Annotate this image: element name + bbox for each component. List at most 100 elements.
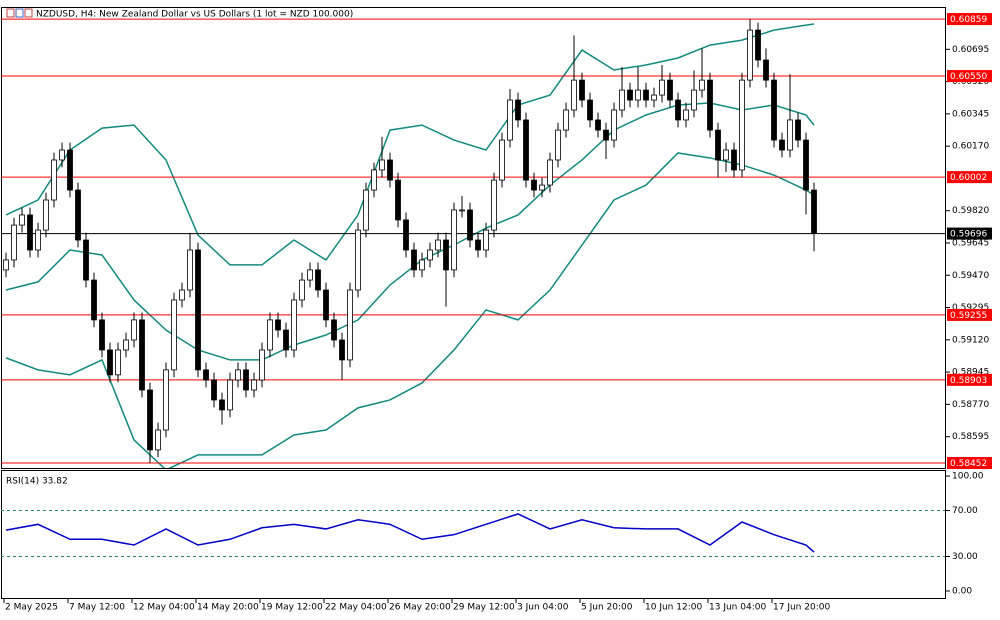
candle-body [347, 289, 353, 361]
y-tick-label: 0.00 [952, 586, 972, 596]
candle-body [99, 319, 105, 351]
candle-body [707, 79, 713, 131]
x-tick-label: 13 Jun 04:00 [709, 603, 766, 613]
candle-body [371, 169, 377, 191]
candle-body [75, 189, 81, 241]
candle-body [635, 89, 641, 101]
candle-body [259, 349, 265, 381]
candle-body [611, 109, 617, 141]
level-label-box [947, 373, 992, 386]
candle-body [243, 369, 249, 391]
candle-body [195, 249, 201, 371]
candle-body [403, 219, 409, 251]
candle-body [803, 139, 809, 191]
y-tick-label: 0.59820 [952, 206, 989, 216]
candle-body [219, 399, 225, 411]
candle-body [435, 239, 441, 251]
candle-body [515, 99, 521, 121]
candle-body [275, 319, 281, 331]
level-label: 0.60002 [950, 173, 987, 183]
candle-body [419, 259, 425, 271]
candle-body [427, 249, 433, 261]
main-panel-frame [1, 7, 946, 469]
level-label-box [947, 457, 992, 470]
rsi-line [5, 513, 815, 553]
candle-body [107, 349, 113, 376]
candle-body [387, 159, 393, 181]
candle-body [779, 139, 785, 151]
level-label: 0.58903 [950, 376, 987, 386]
candle-body [411, 249, 417, 271]
candle-body [43, 199, 49, 231]
candle-body [155, 429, 161, 451]
candle-body [491, 179, 497, 231]
candle-body [51, 159, 57, 201]
candle-body [739, 79, 745, 171]
chart-title: NZDUSD, H4: New Zealand Dollar vs US Dol… [36, 10, 353, 20]
candle-body [787, 119, 793, 151]
level-label: 0.60859 [950, 15, 987, 25]
y-tick-label: 0.58945 [952, 368, 989, 378]
candle-body [587, 99, 593, 121]
level-label-box [947, 13, 992, 26]
x-tick-label: 19 May 12:00 [261, 603, 323, 613]
candle-body [67, 149, 73, 191]
candle-body [499, 139, 505, 181]
y-tick-label: 30.00 [952, 552, 978, 562]
current-price-box [947, 227, 992, 240]
x-tick-label: 14 May 20:00 [197, 603, 259, 613]
candle-body [699, 79, 705, 91]
candle-body [643, 89, 649, 101]
x-tick-label: 17 Jun 20:00 [773, 603, 830, 613]
candle-body [523, 119, 529, 181]
candle-body [395, 179, 401, 221]
candle-body [131, 319, 137, 341]
x-tick-label: 3 Jun 04:00 [517, 603, 569, 613]
x-tick-label: 5 Jun 20:00 [581, 603, 633, 613]
candle-body [627, 89, 633, 101]
candle-body [91, 279, 97, 321]
axes: 0.60695 0.60520 0.60345 0.60170 0.59820 0.596… [3, 13, 992, 613]
candle-body [651, 94, 657, 101]
rsi-title: RSI(14) 33.82 [6, 477, 68, 487]
candle-body [731, 149, 737, 171]
candle-body [723, 149, 729, 161]
candle-body [19, 214, 25, 226]
candle-body [203, 369, 209, 381]
candle-body [443, 239, 449, 271]
candle-body [691, 89, 697, 111]
candle-body [747, 29, 753, 81]
candle-body [83, 239, 89, 281]
y-tick-label: 0.58770 [952, 400, 989, 410]
y-tick-label: 0.58595 [952, 432, 989, 442]
y-tick-label: 0.59645 [952, 238, 989, 248]
rsi-panel-frame [1, 470, 946, 599]
candle-body [59, 149, 65, 161]
level-label: 0.59255 [950, 311, 987, 321]
price-plot [1, 18, 945, 468]
y-tick-label: 0.59470 [952, 271, 989, 281]
candle-body [595, 119, 601, 131]
candle-body [603, 129, 609, 141]
candle-body [147, 389, 153, 451]
level-label-box [947, 171, 992, 184]
candle-body [507, 99, 513, 141]
candle-body [659, 79, 665, 96]
candle-body [123, 339, 129, 351]
candle-body [795, 119, 801, 141]
candle-body [579, 79, 585, 101]
current-price-label: 0.59696 [950, 230, 987, 240]
candle-body [331, 319, 337, 341]
candle-body [683, 109, 689, 121]
level-label: 0.58452 [950, 459, 987, 469]
candle-body [355, 229, 361, 291]
candle-body [771, 79, 777, 141]
candle-body [755, 29, 761, 61]
candle-body [187, 249, 193, 291]
rsi-plot [1, 510, 945, 558]
y-tick-label: 0.60520 [952, 77, 989, 87]
x-tick-label: 12 May 04:00 [133, 603, 195, 613]
candle-body [667, 79, 673, 101]
